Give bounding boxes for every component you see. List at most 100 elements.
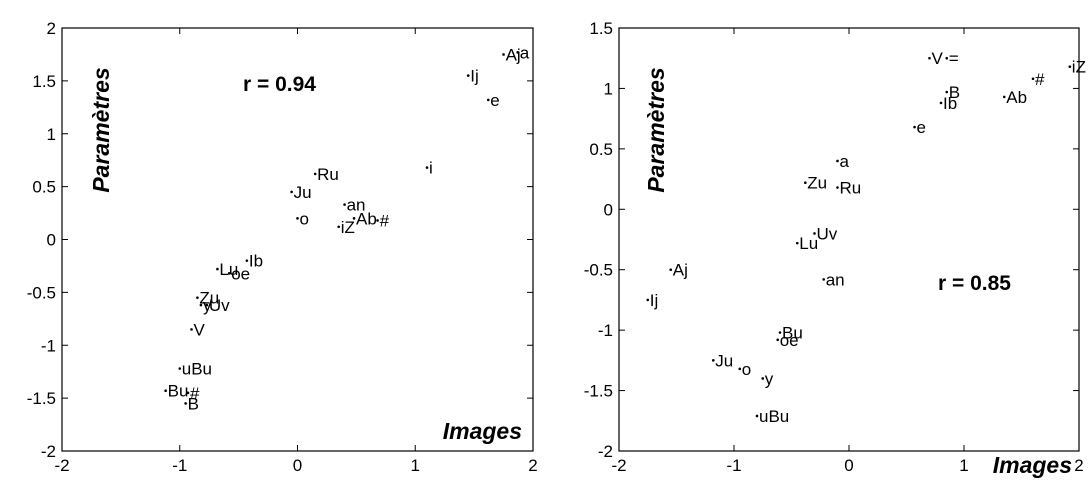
point-label: Ib [249, 252, 263, 271]
point-label: B [949, 83, 960, 102]
point-label: oe [780, 331, 799, 350]
data-point [712, 359, 715, 362]
data-point [1068, 65, 1072, 68]
data-point [836, 159, 839, 163]
x-tick-label: 0 [293, 456, 302, 475]
data-point [778, 331, 782, 334]
data-point [376, 219, 379, 222]
data-point [939, 101, 943, 105]
point-label: Uv [817, 224, 838, 243]
x-tick-label: -2 [54, 456, 69, 475]
data-point [761, 377, 765, 380]
point-label: Lu [799, 234, 818, 253]
data-point [795, 241, 799, 245]
data-point [184, 402, 187, 405]
data-point [913, 125, 916, 129]
x-axis-label: Images [993, 452, 1072, 478]
data-point [352, 217, 356, 220]
data-point [836, 186, 839, 189]
x-tick-label: 1 [959, 456, 968, 475]
data-point [196, 296, 199, 299]
data-point [738, 367, 742, 371]
data-point [186, 391, 190, 395]
data-point [804, 181, 807, 184]
point-label: = [949, 49, 959, 68]
point-label: Uv [209, 296, 230, 315]
data-point [205, 303, 209, 307]
y-tick-label: 0 [604, 200, 613, 219]
x-tick-label: 2 [1074, 456, 1083, 475]
point-label: a [840, 152, 850, 171]
point-label: an [826, 270, 845, 289]
data-point [164, 389, 167, 393]
data-point [216, 267, 219, 271]
data-point [296, 217, 299, 220]
y-tick-label: 1 [604, 79, 613, 98]
y-tick-label: 1 [47, 125, 56, 144]
data-point [669, 268, 673, 272]
point-label: Ib [943, 94, 957, 113]
scatter-panel-left: -2 -1 0 1 2 2 1.5 1 0.5 0 -0.5 -1 -1.5 -2 Aj a Ije i Ru Ju a… [27, 19, 538, 475]
point-label: an [347, 196, 366, 215]
y-tick-label: 1.5 [589, 19, 613, 38]
point-label: Ij [470, 67, 479, 86]
point-label: Ru [840, 179, 862, 198]
y-axis-label: Paramètres [88, 67, 114, 192]
point-label: V [932, 49, 944, 68]
data-point [245, 259, 249, 262]
data-point [313, 172, 317, 176]
data-point [928, 56, 931, 60]
point-label: Ab [1006, 88, 1027, 107]
y-tick-label: 0.5 [32, 178, 56, 197]
point-label: uBu [759, 407, 789, 426]
data-point [813, 232, 816, 235]
point-label: a [520, 43, 530, 62]
data-point [190, 328, 193, 331]
data-point [486, 98, 490, 102]
data-point [1031, 77, 1035, 81]
x-tick-label: -1 [172, 456, 187, 475]
point-label: Ju [715, 351, 733, 370]
data-point [227, 272, 231, 275]
data-point [516, 51, 519, 54]
point-label: B [188, 394, 199, 413]
data-point [343, 203, 346, 206]
y-tick-label: 0.5 [589, 140, 613, 159]
data-point [425, 166, 429, 169]
point-label: e [490, 91, 499, 110]
correlation-annotation: r = 0.85 [938, 272, 1011, 295]
point-label: Zu [199, 289, 219, 308]
point-label: Ij [650, 291, 659, 310]
point-label: Ru [317, 165, 339, 184]
point-label: Aj [506, 45, 521, 64]
y-tick-label: -1.5 [584, 382, 613, 401]
data-point [337, 225, 341, 229]
point-label: Ab [356, 209, 377, 228]
x-tick-label: -1 [726, 456, 741, 475]
x-tick-label: -2 [611, 456, 626, 475]
point-label: Bu [168, 382, 189, 401]
data-point [755, 414, 759, 418]
point-label: # [1035, 70, 1045, 89]
data-point [822, 278, 825, 281]
x-tick-label: 1 [411, 456, 420, 475]
y-axis-label: Paramètres [643, 67, 669, 192]
point-label: V [194, 320, 206, 339]
y-tick-label: 2 [47, 19, 56, 38]
y-tick-label: -2 [41, 442, 56, 461]
point-label: iZ [1072, 58, 1086, 77]
data-point [178, 367, 182, 370]
y-tick-label: -2 [598, 442, 613, 461]
y-tick-label: 1.5 [32, 72, 56, 91]
data-point [945, 56, 949, 60]
data-point [290, 190, 293, 194]
y-tick-label: -0.5 [27, 283, 56, 302]
data-point [502, 53, 505, 56]
point-label: oe [231, 264, 250, 283]
data-point [199, 303, 203, 307]
y-tick-label: -1 [598, 321, 613, 340]
point-label: Lu [219, 260, 238, 279]
